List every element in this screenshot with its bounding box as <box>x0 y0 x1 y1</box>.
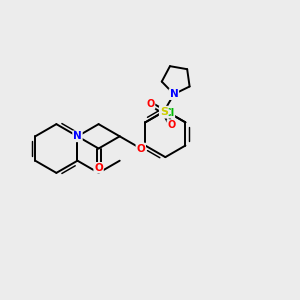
Text: Cl: Cl <box>163 108 174 118</box>
Text: O: O <box>136 143 145 154</box>
Text: S: S <box>160 107 168 117</box>
Text: O: O <box>146 99 154 109</box>
Text: N: N <box>73 131 82 141</box>
Text: N: N <box>169 89 178 99</box>
Text: O: O <box>94 163 103 173</box>
Text: O: O <box>167 120 175 130</box>
